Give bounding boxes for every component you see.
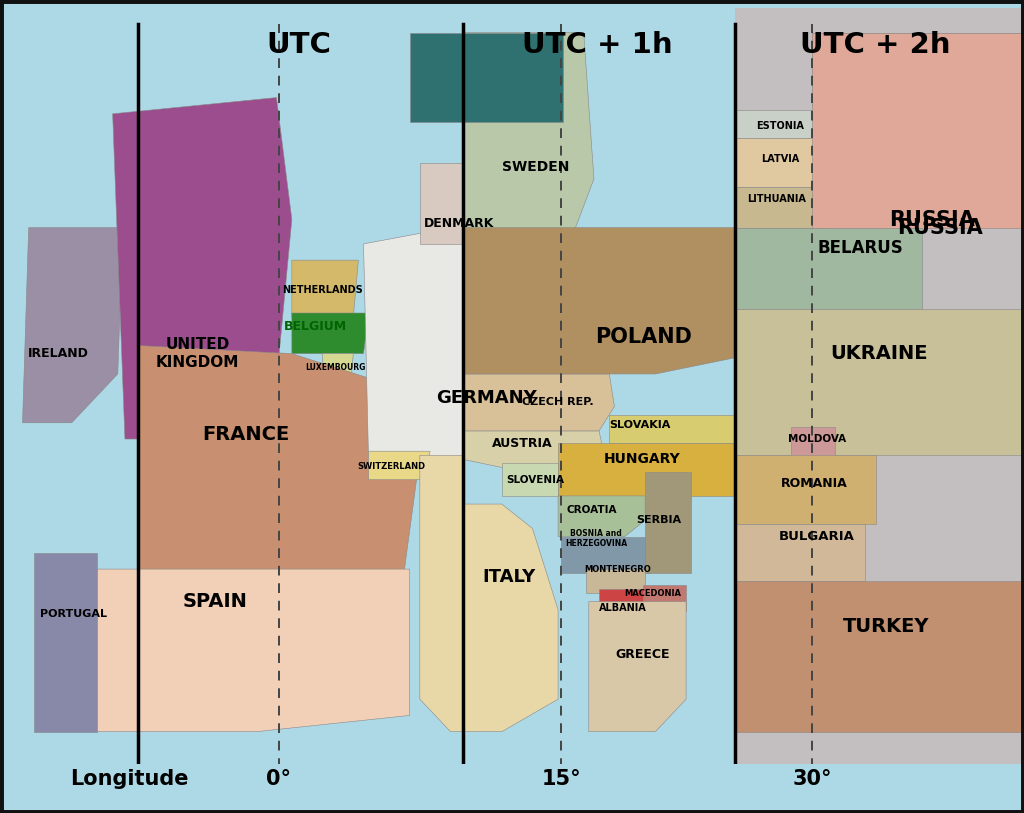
Text: CROATIA: CROATIA (566, 505, 617, 515)
Text: SLOVENIA: SLOVENIA (507, 475, 564, 485)
Polygon shape (645, 472, 691, 573)
Polygon shape (735, 187, 829, 228)
Polygon shape (463, 374, 614, 431)
Text: UTC: UTC (266, 31, 332, 59)
Polygon shape (791, 427, 835, 476)
Text: HUNGARY: HUNGARY (604, 452, 680, 467)
Polygon shape (643, 585, 686, 611)
Polygon shape (812, 33, 1024, 106)
Text: RUSSIA: RUSSIA (897, 218, 983, 237)
Text: 0°: 0° (266, 769, 291, 789)
Text: LITHUANIA: LITHUANIA (746, 194, 806, 204)
Text: ALBANIA: ALBANIA (599, 603, 646, 613)
Polygon shape (113, 98, 292, 439)
Polygon shape (735, 581, 1024, 732)
Text: BELARUS: BELARUS (817, 239, 903, 257)
Polygon shape (72, 569, 410, 732)
Text: PORTUGAL: PORTUGAL (40, 609, 108, 619)
Polygon shape (420, 163, 463, 244)
Text: ROMANIA: ROMANIA (780, 477, 848, 490)
Polygon shape (23, 228, 123, 423)
Text: IRELAND: IRELAND (28, 347, 89, 360)
Polygon shape (463, 228, 735, 374)
Text: MACEDONIA: MACEDONIA (624, 589, 681, 598)
Polygon shape (410, 33, 563, 122)
Text: MONTENEGRO: MONTENEGRO (584, 564, 651, 574)
Polygon shape (420, 455, 558, 732)
Polygon shape (292, 313, 369, 354)
Text: AUSTRIA: AUSTRIA (492, 437, 553, 450)
Polygon shape (735, 309, 1024, 455)
Polygon shape (735, 524, 865, 581)
Polygon shape (323, 354, 353, 378)
Polygon shape (561, 537, 650, 573)
Text: LUXEMBOURG: LUXEMBOURG (306, 363, 366, 372)
Polygon shape (735, 138, 850, 187)
Text: ESTONIA: ESTONIA (757, 121, 804, 131)
Text: DENMARK: DENMARK (424, 217, 494, 230)
Polygon shape (812, 33, 1024, 228)
Text: TURKEY: TURKEY (843, 616, 929, 636)
Text: SLOVAKIA: SLOVAKIA (609, 420, 671, 430)
Polygon shape (599, 589, 645, 650)
Text: RUSSIA: RUSSIA (889, 210, 975, 229)
Text: BULGARIA: BULGARIA (779, 530, 855, 543)
Polygon shape (364, 228, 463, 480)
Polygon shape (735, 110, 829, 138)
Text: FRANCE: FRANCE (202, 425, 290, 445)
Polygon shape (735, 228, 922, 309)
Text: MOLDOVA: MOLDOVA (788, 434, 846, 444)
Polygon shape (558, 443, 735, 496)
Bar (735, 8, 1024, 764)
Text: GERMANY: GERMANY (436, 389, 537, 407)
Text: ITALY: ITALY (482, 568, 536, 586)
Text: UNITED
KINGDOM: UNITED KINGDOM (156, 337, 240, 370)
Polygon shape (735, 455, 876, 524)
Text: UKRAINE: UKRAINE (829, 344, 928, 363)
Text: UTC + 2h: UTC + 2h (801, 31, 950, 59)
Text: LATVIA: LATVIA (761, 154, 800, 163)
Text: SERBIA: SERBIA (636, 515, 681, 525)
Polygon shape (558, 496, 645, 537)
Text: CZECH REP.: CZECH REP. (522, 398, 594, 407)
Text: Longitude: Longitude (70, 769, 188, 789)
Text: NETHERLANDS: NETHERLANDS (283, 285, 362, 295)
Text: 15°: 15° (542, 769, 581, 789)
Polygon shape (369, 451, 430, 480)
Text: BOSNIA and
HERZEGOVINA: BOSNIA and HERZEGOVINA (565, 528, 627, 548)
Text: POLAND: POLAND (595, 328, 691, 347)
Text: SWEDEN: SWEDEN (502, 159, 569, 174)
Polygon shape (586, 569, 645, 593)
Polygon shape (589, 602, 686, 732)
Text: UTC + 1h: UTC + 1h (521, 31, 673, 59)
Text: SWITZERLAND: SWITZERLAND (357, 462, 425, 472)
Polygon shape (138, 346, 420, 634)
Bar (0, 764, 1024, 813)
Polygon shape (292, 260, 358, 317)
Text: SPAIN: SPAIN (182, 592, 248, 611)
Text: BELGIUM: BELGIUM (284, 320, 347, 333)
Polygon shape (463, 431, 604, 467)
Text: GREECE: GREECE (615, 648, 671, 661)
Polygon shape (609, 415, 735, 443)
Polygon shape (463, 33, 594, 260)
Text: 30°: 30° (793, 769, 831, 789)
Polygon shape (502, 463, 558, 496)
Polygon shape (34, 553, 97, 732)
